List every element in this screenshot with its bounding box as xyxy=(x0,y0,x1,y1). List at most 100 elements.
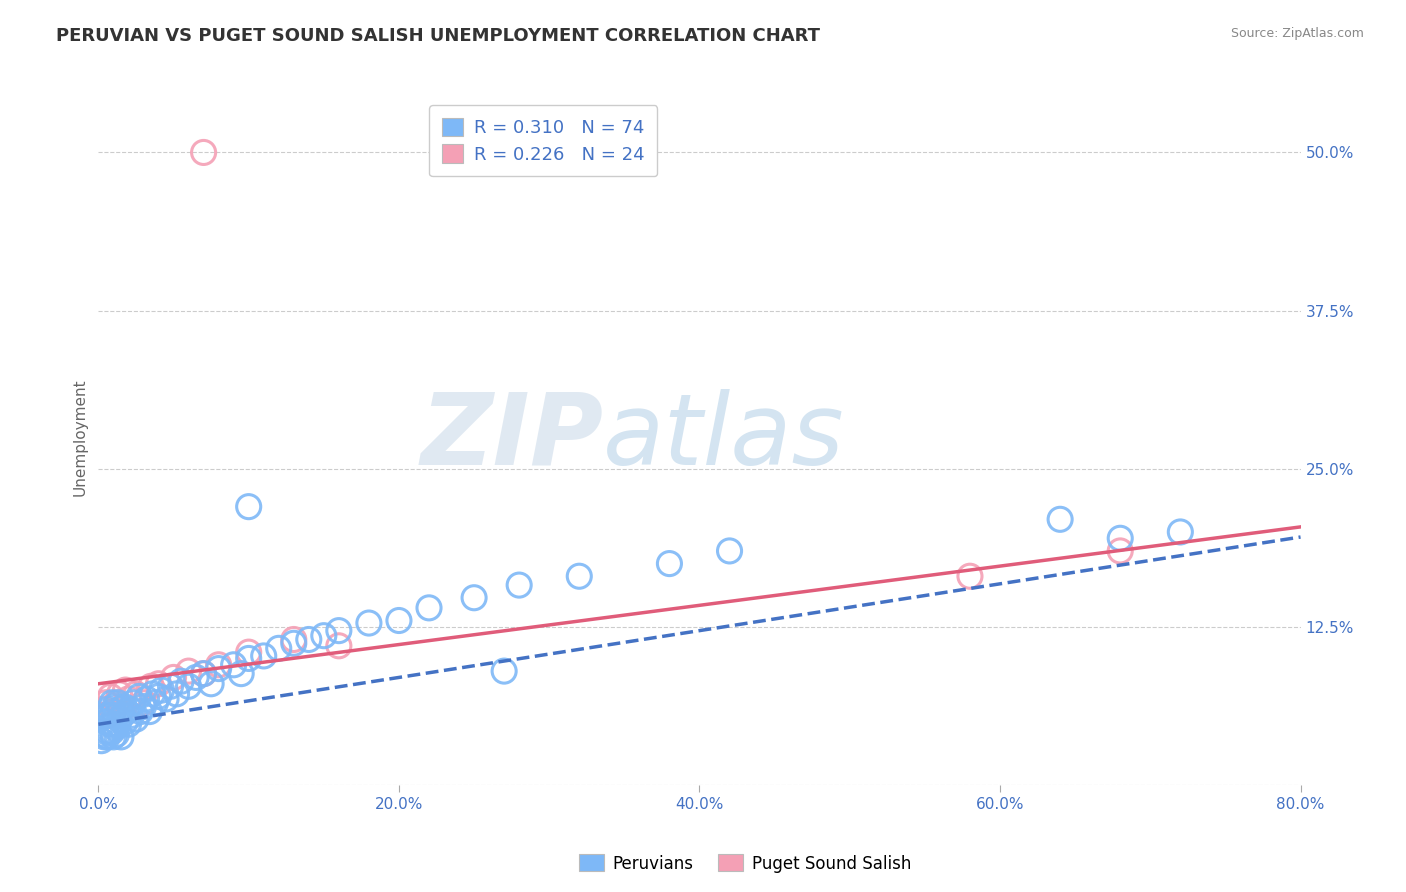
Point xyxy=(658,557,681,571)
Point xyxy=(357,615,380,630)
Point xyxy=(103,705,125,719)
Point xyxy=(93,730,115,744)
Point xyxy=(104,721,127,735)
Point xyxy=(107,696,129,710)
Point xyxy=(283,632,305,647)
Point xyxy=(111,708,134,723)
Point xyxy=(101,724,124,739)
Point xyxy=(388,614,411,628)
Point xyxy=(155,692,177,706)
Point xyxy=(1049,512,1071,526)
Point xyxy=(94,714,117,729)
Point xyxy=(114,714,136,729)
Point xyxy=(312,629,335,643)
Legend: Peruvians, Puget Sound Salish: Peruvians, Puget Sound Salish xyxy=(572,847,918,880)
Point xyxy=(110,702,132,716)
Point xyxy=(208,657,231,672)
Point xyxy=(104,699,127,714)
Point xyxy=(208,662,231,676)
Point xyxy=(132,699,155,714)
Text: PERUVIAN VS PUGET SOUND SALISH UNEMPLOYMENT CORRELATION CHART: PERUVIAN VS PUGET SOUND SALISH UNEMPLOYM… xyxy=(56,27,820,45)
Point xyxy=(94,724,117,739)
Point xyxy=(93,702,115,716)
Point xyxy=(105,696,128,710)
Point xyxy=(238,645,260,659)
Point xyxy=(139,679,162,693)
Point xyxy=(148,690,170,704)
Text: atlas: atlas xyxy=(603,389,845,485)
Point xyxy=(1170,524,1192,539)
Point xyxy=(107,717,129,731)
Point xyxy=(184,670,207,684)
Point xyxy=(253,648,276,663)
Point xyxy=(298,632,321,647)
Point xyxy=(1109,531,1132,545)
Point xyxy=(463,591,485,605)
Point xyxy=(103,717,125,731)
Point xyxy=(112,699,135,714)
Point xyxy=(267,641,290,656)
Point xyxy=(117,717,139,731)
Point xyxy=(148,677,170,691)
Point xyxy=(222,657,245,672)
Point xyxy=(129,705,152,719)
Point xyxy=(508,578,530,592)
Point xyxy=(568,569,591,583)
Point xyxy=(103,730,125,744)
Point xyxy=(138,705,160,719)
Point xyxy=(494,664,516,678)
Point xyxy=(100,717,122,731)
Point xyxy=(122,696,145,710)
Point xyxy=(132,696,155,710)
Text: ZIP: ZIP xyxy=(420,389,603,485)
Point xyxy=(145,696,167,710)
Point xyxy=(103,705,125,719)
Point xyxy=(162,670,184,684)
Point xyxy=(166,687,188,701)
Point xyxy=(170,674,193,689)
Point xyxy=(115,705,138,719)
Point xyxy=(193,666,215,681)
Point xyxy=(135,692,157,706)
Y-axis label: Unemployment: Unemployment xyxy=(73,378,89,496)
Point xyxy=(177,664,200,678)
Point xyxy=(111,702,134,716)
Point xyxy=(328,639,350,653)
Point xyxy=(96,730,118,744)
Point xyxy=(959,569,981,583)
Point xyxy=(177,679,200,693)
Point xyxy=(114,683,136,698)
Point xyxy=(1109,544,1132,558)
Point xyxy=(97,724,120,739)
Text: Source: ZipAtlas.com: Source: ZipAtlas.com xyxy=(1230,27,1364,40)
Legend: R = 0.310   N = 74, R = 0.226   N = 24: R = 0.310 N = 74, R = 0.226 N = 24 xyxy=(429,105,658,177)
Point xyxy=(125,687,148,701)
Point xyxy=(283,636,305,650)
Point xyxy=(110,730,132,744)
Point xyxy=(718,544,741,558)
Point xyxy=(90,733,112,747)
Point xyxy=(91,727,114,741)
Point xyxy=(193,145,215,160)
Point xyxy=(238,651,260,665)
Point xyxy=(200,677,222,691)
Point xyxy=(117,692,139,706)
Point xyxy=(105,727,128,741)
Point xyxy=(231,666,253,681)
Point xyxy=(108,712,131,726)
Point xyxy=(100,708,122,723)
Point xyxy=(96,708,118,723)
Point xyxy=(97,702,120,716)
Point xyxy=(141,687,163,701)
Point xyxy=(125,712,148,726)
Point xyxy=(121,708,143,723)
Point xyxy=(100,690,122,704)
Point xyxy=(418,600,440,615)
Point xyxy=(96,708,118,723)
Point xyxy=(328,624,350,638)
Point xyxy=(108,687,131,701)
Point xyxy=(128,690,150,704)
Point xyxy=(150,683,173,698)
Point xyxy=(105,708,128,723)
Point xyxy=(193,666,215,681)
